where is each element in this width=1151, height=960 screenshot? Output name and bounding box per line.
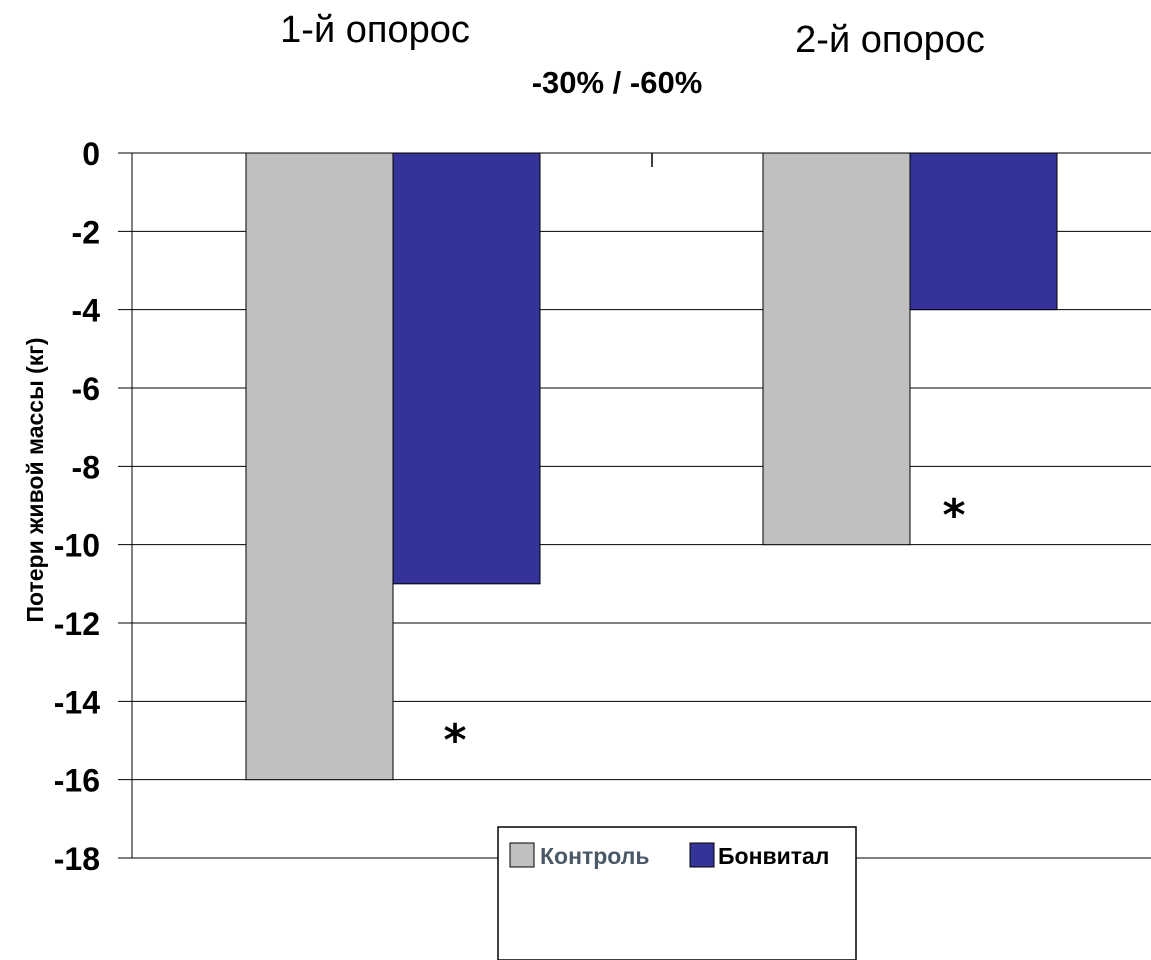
- y-tick-label: -14: [54, 684, 100, 720]
- y-tick-label: -10: [54, 528, 100, 564]
- significance-marker-2: *: [942, 490, 965, 541]
- y-tick-label: -2: [72, 214, 100, 250]
- y-tick-label: -12: [54, 606, 100, 642]
- y-axis-label: Потери живой массы (кг): [22, 337, 48, 622]
- significance-marker-1: *: [443, 715, 466, 766]
- legend-label-control: Контроль: [540, 843, 650, 869]
- chart-subtitle: -30% / -60%: [532, 65, 703, 100]
- bar-control-2: [762, 152, 911, 546]
- category-label-2: 2-й опорос: [795, 19, 985, 61]
- category-label-1: 1-й опорос: [280, 9, 470, 51]
- bar-control-1: [245, 152, 394, 781]
- y-tick-label: -16: [54, 763, 100, 799]
- legend-label-bonvital: Бонвитал: [718, 843, 829, 869]
- bars: [245, 152, 1058, 781]
- y-tick-label: -8: [72, 449, 100, 485]
- legend-box: [497, 826, 857, 960]
- y-tick-label: -4: [72, 293, 101, 329]
- legend: Контроль Бонвитал: [497, 826, 857, 960]
- y-tick-labels: 0 -2 -4 -6 -8 -10 -12 -14 -16 -18: [54, 136, 100, 877]
- y-tick-label: -18: [54, 841, 100, 877]
- legend-swatch-control: [509, 842, 535, 868]
- bar-bonvital-1: [392, 152, 541, 585]
- bar-bonvital-2: [909, 152, 1058, 311]
- y-tick-label: -6: [72, 371, 100, 407]
- y-tick-label: 0: [82, 136, 100, 172]
- legend-swatch-bonvital: [689, 842, 715, 868]
